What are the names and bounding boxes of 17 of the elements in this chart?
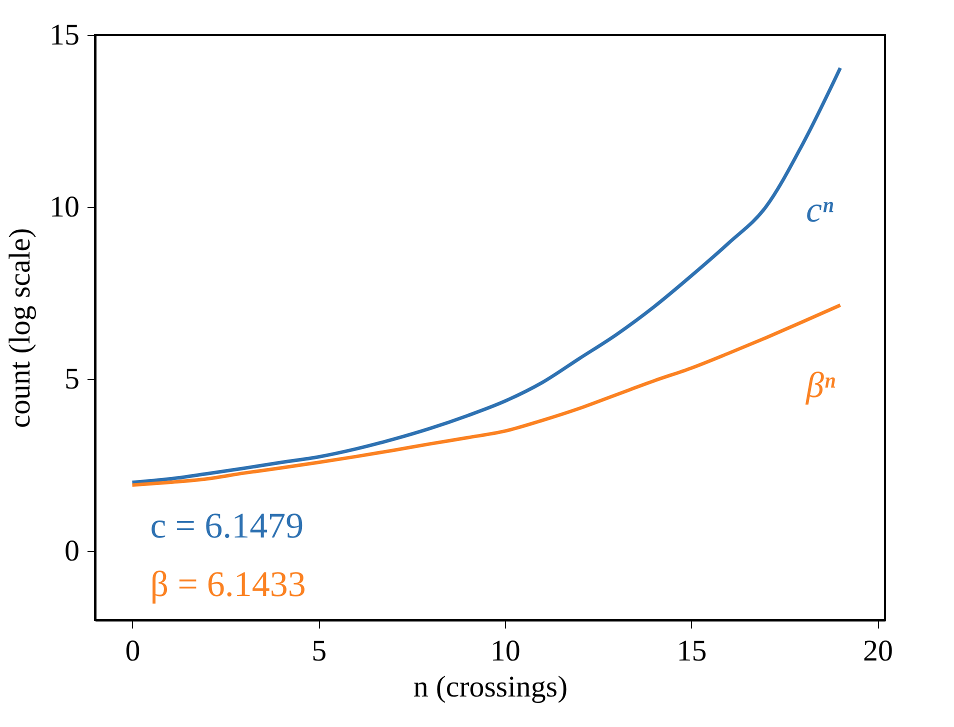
y-tick-label: 5 (64, 362, 80, 396)
annotation: cⁿ (806, 190, 834, 230)
x-tick-label: 10 (490, 634, 520, 668)
x-tick-label: 15 (676, 634, 707, 668)
annotation: βⁿ (805, 365, 836, 405)
x-axis-title: n (crossings) (413, 670, 568, 704)
y-tick-label: 10 (50, 190, 80, 224)
y-tick-label: 0 (64, 534, 80, 568)
y-tick-label: 15 (50, 18, 80, 52)
x-tick-label: 5 (312, 634, 327, 668)
x-tick-label: 20 (863, 634, 894, 668)
y-axis-title: count (log scale) (4, 228, 36, 428)
annotation: c = 6.1479 (150, 505, 304, 546)
line-series (130, 303, 842, 487)
annotation: β = 6.1433 (150, 564, 306, 604)
x-tick-label: 0 (125, 634, 140, 668)
line-series (130, 66, 842, 484)
